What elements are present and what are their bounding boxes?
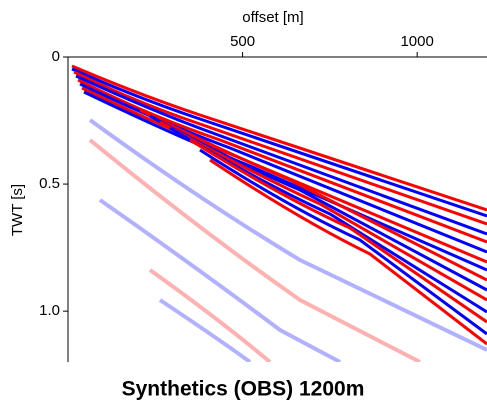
y-tick-label: 0.5	[39, 175, 60, 192]
y-tick-label: 1.0	[39, 302, 60, 319]
y-tick-label: 0	[52, 48, 60, 65]
chart-title: Synthetics (OBS) 1200m	[122, 378, 365, 401]
seismic-image	[71, 64, 487, 362]
x-tick-label: 1000	[400, 33, 433, 50]
y-axis-label: TWT [s]	[9, 184, 26, 236]
x-axis-label: offset [m]	[242, 9, 303, 26]
x-tick-label: 500	[230, 33, 255, 50]
